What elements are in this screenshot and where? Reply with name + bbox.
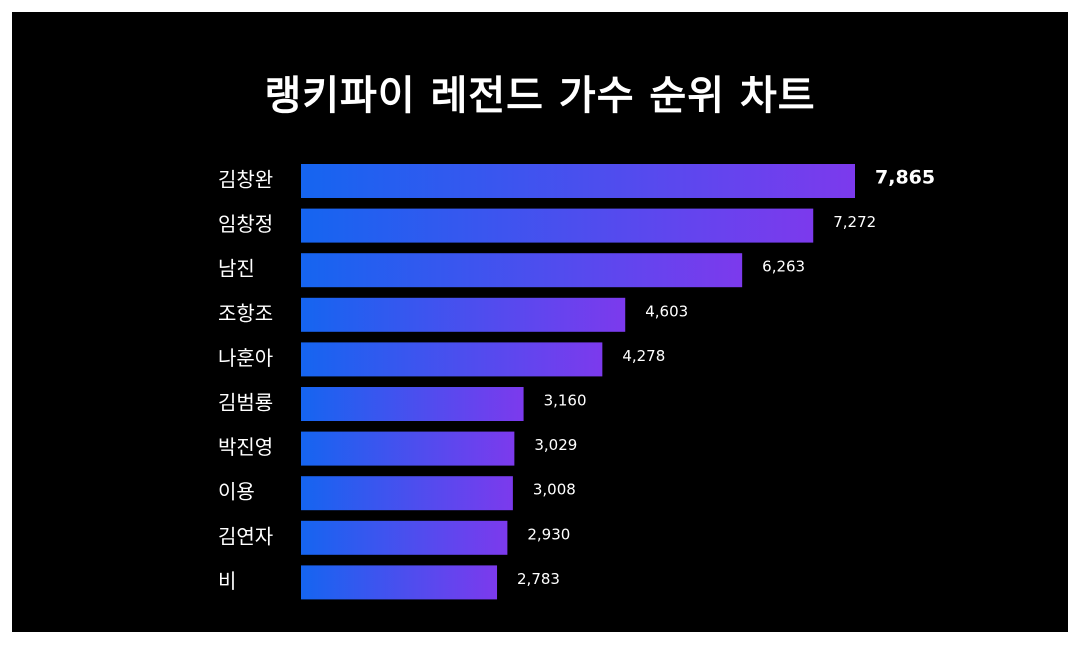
bar-1 bbox=[301, 164, 855, 198]
bar-7 bbox=[301, 431, 515, 466]
bar-9 bbox=[301, 520, 508, 555]
category-label: 조항조 bbox=[218, 301, 273, 325]
bar-6 bbox=[301, 387, 524, 421]
category-label: 남진 bbox=[218, 257, 255, 281]
bar-4 bbox=[301, 297, 626, 332]
chart-title: 랭키파이 레전드 가수 순위 차트 bbox=[264, 73, 816, 119]
value-label: 6,263 bbox=[762, 258, 805, 276]
value-label: 2,783 bbox=[517, 570, 560, 588]
category-label: 박진영 bbox=[218, 435, 273, 459]
value-label: 7,865 bbox=[875, 167, 935, 189]
category-label: 이용 bbox=[218, 480, 255, 504]
category-label: 임창정 bbox=[218, 212, 273, 236]
value-label: 3,160 bbox=[544, 392, 587, 410]
category-label: 김연자 bbox=[218, 524, 273, 548]
category-label: 나훈아 bbox=[218, 346, 273, 370]
category-label: 김창완 bbox=[218, 168, 273, 192]
value-label: 7,272 bbox=[833, 213, 876, 231]
value-label: 3,029 bbox=[534, 436, 577, 454]
value-label: 4,278 bbox=[622, 347, 665, 365]
category-label: 김범룡 bbox=[218, 391, 273, 415]
category-label: 비 bbox=[218, 569, 236, 593]
bar-8 bbox=[301, 476, 513, 511]
bar-10 bbox=[301, 565, 498, 600]
bar-5 bbox=[301, 342, 603, 377]
value-label: 3,008 bbox=[533, 481, 576, 499]
value-label: 4,603 bbox=[645, 302, 688, 320]
value-label: 2,930 bbox=[527, 525, 570, 543]
bar-2 bbox=[301, 208, 814, 243]
bar-3 bbox=[301, 253, 743, 288]
